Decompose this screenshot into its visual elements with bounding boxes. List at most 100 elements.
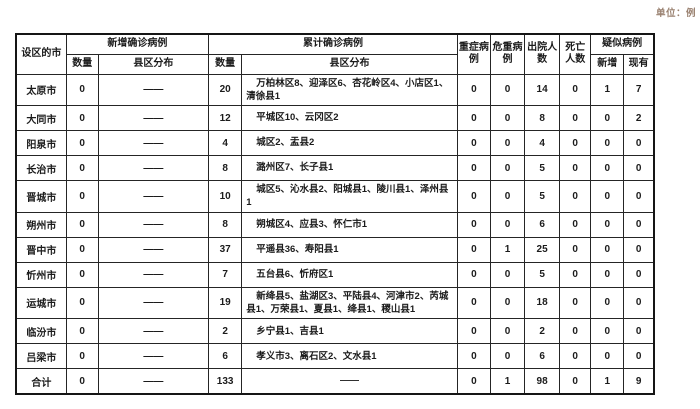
new-count-cell: 0 bbox=[65, 318, 99, 345]
critical-cases-cell: 1 bbox=[489, 368, 526, 395]
suspected-new-cell: 1 bbox=[590, 368, 625, 395]
header-suspected-current: 现有 bbox=[623, 53, 655, 75]
severe-cases-cell: 0 bbox=[456, 155, 491, 182]
new-count-cell: 0 bbox=[65, 155, 99, 182]
header-severe-cases: 重症病例 bbox=[456, 33, 491, 75]
deaths-cell: 0 bbox=[559, 236, 592, 263]
city-cell: 晋城市 bbox=[15, 180, 67, 213]
new-count-cell: 0 bbox=[65, 73, 99, 107]
discharged-cell: 14 bbox=[524, 73, 561, 107]
critical-cases-cell: 0 bbox=[489, 211, 526, 238]
deaths-cell: 0 bbox=[559, 211, 592, 238]
new-count-cell: 0 bbox=[65, 130, 99, 157]
header-city: 设区的市 bbox=[15, 33, 67, 75]
cumulative-district-cell: —— bbox=[241, 368, 458, 395]
unit-label: 单位：例 bbox=[655, 8, 696, 19]
discharged-cell: 6 bbox=[524, 343, 561, 370]
table-row: 晋中市 0 —— 37 平遥县36、寿阳县1 0 1 25 0 0 0 bbox=[15, 236, 655, 263]
severe-cases-cell: 0 bbox=[456, 286, 491, 320]
deaths-cell: 0 bbox=[559, 155, 592, 182]
severe-cases-cell: 0 bbox=[456, 130, 491, 157]
critical-cases-cell: 0 bbox=[489, 343, 526, 370]
new-district-cell: —— bbox=[97, 236, 210, 263]
header-cumulative-district-distribution: 县区分布 bbox=[241, 53, 458, 75]
cumulative-district-cell: 城区5、沁水县2、阳城县1、陵川县1、泽州县1 bbox=[241, 180, 458, 213]
suspected-new-cell: 1 bbox=[590, 73, 625, 107]
critical-cases-cell: 0 bbox=[489, 105, 526, 132]
table-row: 阳泉市 0 —— 4 城区2、盂县2 0 0 4 0 0 0 bbox=[15, 130, 655, 157]
header-row-top: 设区的市 新增确诊病例 累计确诊病例 重症病例 危重病例 出院人数 死亡人数 疑… bbox=[15, 33, 655, 75]
critical-cases-cell: 0 bbox=[489, 130, 526, 157]
new-district-cell: —— bbox=[97, 73, 210, 107]
suspected-current-cell: 9 bbox=[623, 368, 655, 395]
header-new-district-distribution: 县区分布 bbox=[97, 53, 210, 75]
new-count-cell: 0 bbox=[65, 261, 99, 288]
suspected-new-cell: 0 bbox=[590, 343, 625, 370]
table-row: 忻州市 0 —— 7 五台县6、忻府区1 0 0 5 0 0 0 bbox=[15, 261, 655, 288]
table-row: 长治市 0 —— 8 潞州区7、长子县1 0 0 5 0 0 0 bbox=[15, 155, 655, 182]
cumulative-count-cell: 6 bbox=[208, 343, 243, 370]
cumulative-district-cell: 新绛县5、盐湖区3、平陆县4、河津市2、芮城县1、万荣县1、夏县1、绛县1、稷山… bbox=[241, 286, 458, 320]
header-row-sub: 数量 县区分布 数量 县区分布 新增 现有 bbox=[16, 53, 655, 75]
suspected-new-cell: 0 bbox=[590, 286, 625, 320]
deaths-cell: 0 bbox=[559, 130, 592, 157]
city-cell: 朔州市 bbox=[15, 211, 67, 238]
table-body: 太原市 0 —— 20 万柏林区8、迎泽区6、杏花岭区4、小店区1、清徐县1 0… bbox=[15, 73, 655, 395]
header-cumulative-confirmed: 累计确诊病例 bbox=[208, 33, 458, 55]
new-district-cell: —— bbox=[97, 318, 210, 345]
cumulative-count-cell: 37 bbox=[208, 236, 243, 263]
discharged-cell: 2 bbox=[524, 318, 561, 345]
suspected-current-cell: 0 bbox=[623, 261, 655, 288]
new-count-cell: 0 bbox=[65, 180, 99, 213]
cumulative-count-cell: 12 bbox=[208, 105, 243, 132]
severe-cases-cell: 0 bbox=[456, 343, 491, 370]
discharged-cell: 98 bbox=[524, 368, 561, 395]
suspected-current-cell: 0 bbox=[623, 211, 655, 238]
severe-cases-cell: 0 bbox=[456, 180, 491, 213]
table-row: 临汾市 0 —— 2 乡宁县1、吉县1 0 0 2 0 0 0 bbox=[15, 318, 655, 345]
new-district-cell: —— bbox=[97, 180, 210, 213]
severe-cases-cell: 0 bbox=[456, 261, 491, 288]
new-district-cell: —— bbox=[97, 343, 210, 370]
suspected-new-cell: 0 bbox=[590, 236, 625, 263]
cumulative-district-cell: 平遥县36、寿阳县1 bbox=[241, 236, 458, 263]
suspected-new-cell: 0 bbox=[590, 261, 625, 288]
table-row: 太原市 0 —— 20 万柏林区8、迎泽区6、杏花岭区4、小店区1、清徐县1 0… bbox=[15, 73, 655, 107]
deaths-cell: 0 bbox=[559, 318, 592, 345]
cumulative-count-cell: 4 bbox=[208, 130, 243, 157]
new-district-cell: —— bbox=[97, 130, 210, 157]
severe-cases-cell: 0 bbox=[456, 318, 491, 345]
severe-cases-cell: 0 bbox=[456, 211, 491, 238]
cumulative-district-cell: 潞州区7、长子县1 bbox=[241, 155, 458, 182]
discharged-cell: 6 bbox=[524, 211, 561, 238]
city-cell: 太原市 bbox=[15, 73, 67, 107]
suspected-current-cell: 2 bbox=[623, 105, 655, 132]
discharged-cell: 25 bbox=[524, 236, 561, 263]
deaths-cell: 0 bbox=[559, 105, 592, 132]
severe-cases-cell: 0 bbox=[456, 73, 491, 107]
header-cumulative-count: 数量 bbox=[208, 53, 243, 75]
new-count-cell: 0 bbox=[65, 343, 99, 370]
cumulative-district-cell: 城区2、盂县2 bbox=[241, 130, 458, 157]
deaths-cell: 0 bbox=[559, 286, 592, 320]
suspected-current-cell: 7 bbox=[623, 73, 655, 107]
city-cell: 吕梁市 bbox=[15, 343, 67, 370]
cumulative-count-cell: 20 bbox=[208, 73, 243, 107]
header-discharged: 出院人数 bbox=[524, 33, 561, 75]
cumulative-count-cell: 2 bbox=[208, 318, 243, 345]
new-district-cell: —— bbox=[97, 105, 210, 132]
suspected-current-cell: 0 bbox=[623, 155, 655, 182]
header-suspected-new: 新增 bbox=[590, 53, 625, 75]
critical-cases-cell: 1 bbox=[489, 236, 526, 263]
city-cell: 阳泉市 bbox=[15, 130, 67, 157]
cumulative-district-cell: 孝义市3、离石区2、文水县1 bbox=[241, 343, 458, 370]
new-district-cell: —— bbox=[97, 261, 210, 288]
table-header: 设区的市 新增确诊病例 累计确诊病例 重症病例 危重病例 出院人数 死亡人数 疑… bbox=[15, 33, 655, 75]
header-new-confirmed: 新增确诊病例 bbox=[65, 33, 210, 55]
cumulative-count-cell: 7 bbox=[208, 261, 243, 288]
cumulative-district-cell: 朔城区4、应县3、怀仁市1 bbox=[241, 211, 458, 238]
suspected-current-cell: 0 bbox=[623, 343, 655, 370]
suspected-new-cell: 0 bbox=[590, 318, 625, 345]
new-count-cell: 0 bbox=[65, 211, 99, 238]
table-row: 运城市 0 —— 19 新绛县5、盐湖区3、平陆县4、河津市2、芮城县1、万荣县… bbox=[15, 286, 655, 320]
